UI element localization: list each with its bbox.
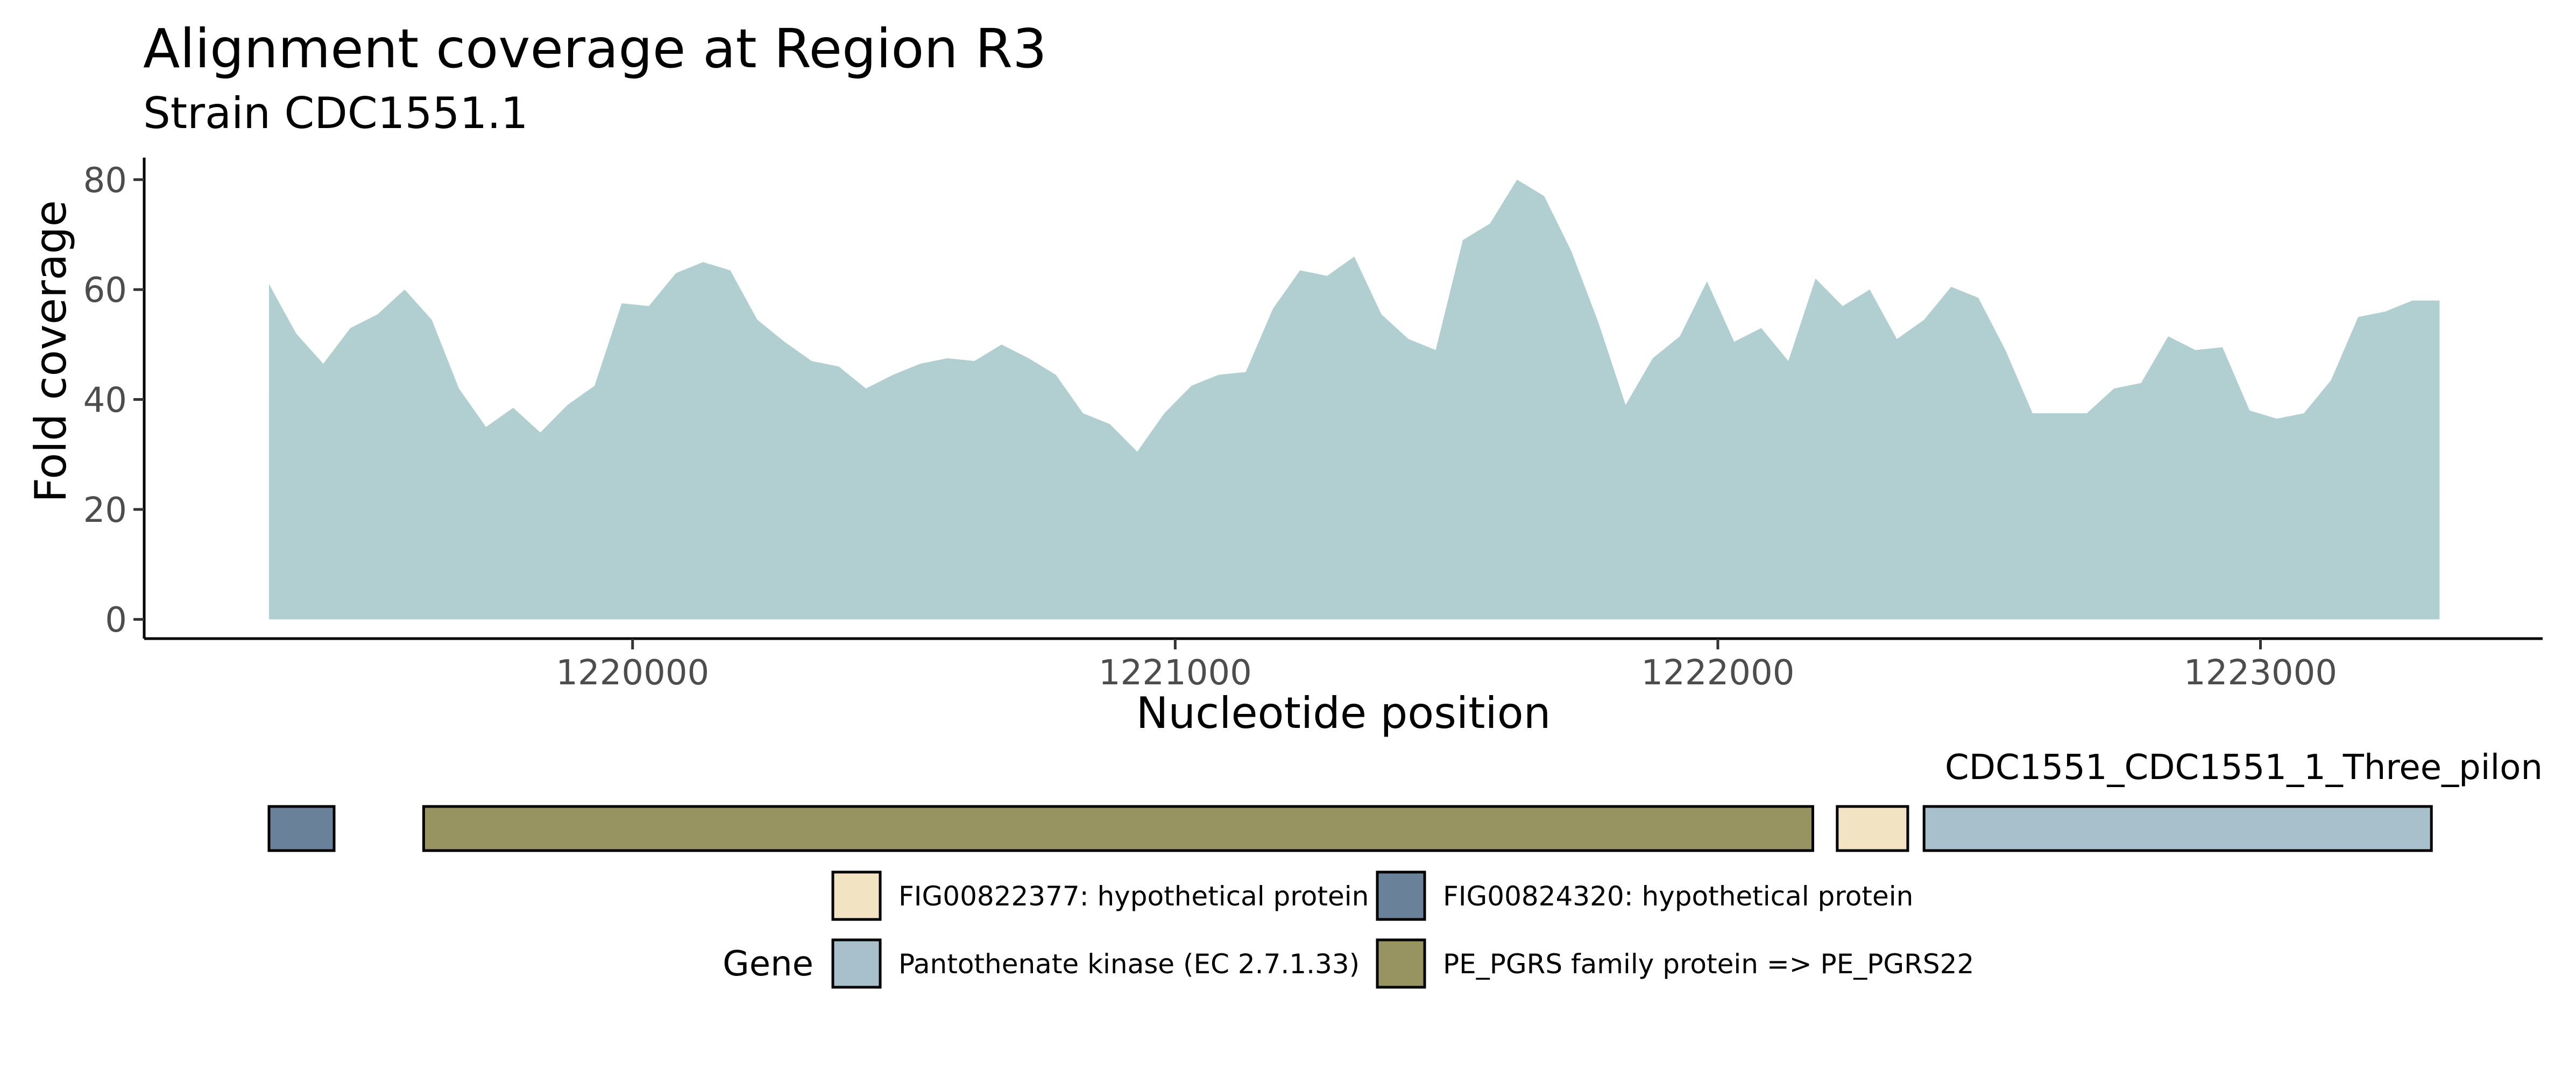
gene-segment [422,805,1814,852]
legend-key [1376,938,1426,989]
x-tick-label: 1220000 [556,653,709,693]
y-axis-label: Fold coverage [26,200,76,502]
legend-key [831,870,882,921]
legend-key [1376,870,1426,921]
legend-label: PE_PGRS family protein => PE_PGRS22 [1443,948,1974,980]
x-tick-label: 1221000 [1099,653,1252,693]
y-tick-label: 80 [83,161,127,201]
legend-label: Pantothenate kinase (EC 2.7.1.33) [898,948,1360,980]
coverage-area [268,179,2440,620]
chart-subtitle: Strain CDC1551.1 [143,88,528,138]
gene-segment [1836,805,1909,852]
plot-area: 0 20 40 60 80 1220000 1221000 1222000 1223000 FIG… [83,158,2543,989]
y-tick-label: 60 [83,271,127,310]
x-axis-label: Nucleotide position [1136,688,1551,738]
gene-track-label: CDC1551_CDC1551_1_Three_pilon [1945,748,2543,788]
x-tick-label: 1223000 [2184,653,2337,693]
y-tick-label: 0 [105,600,127,640]
y-tick-label: 40 [83,381,127,421]
legend-label: FIG00824320: hypothetical protein [1443,881,1913,912]
y-tick-label: 20 [83,491,127,530]
x-tick-label: 1222000 [1641,653,1794,693]
legend-label: FIG00822377: hypothetical protein [898,881,1369,912]
gene-segment [1922,805,2433,852]
gene-segment [267,805,336,852]
legend-title: Gene [723,944,813,984]
legend-key [831,938,882,989]
chart-title: Alignment coverage at Region R3 [143,17,1047,80]
